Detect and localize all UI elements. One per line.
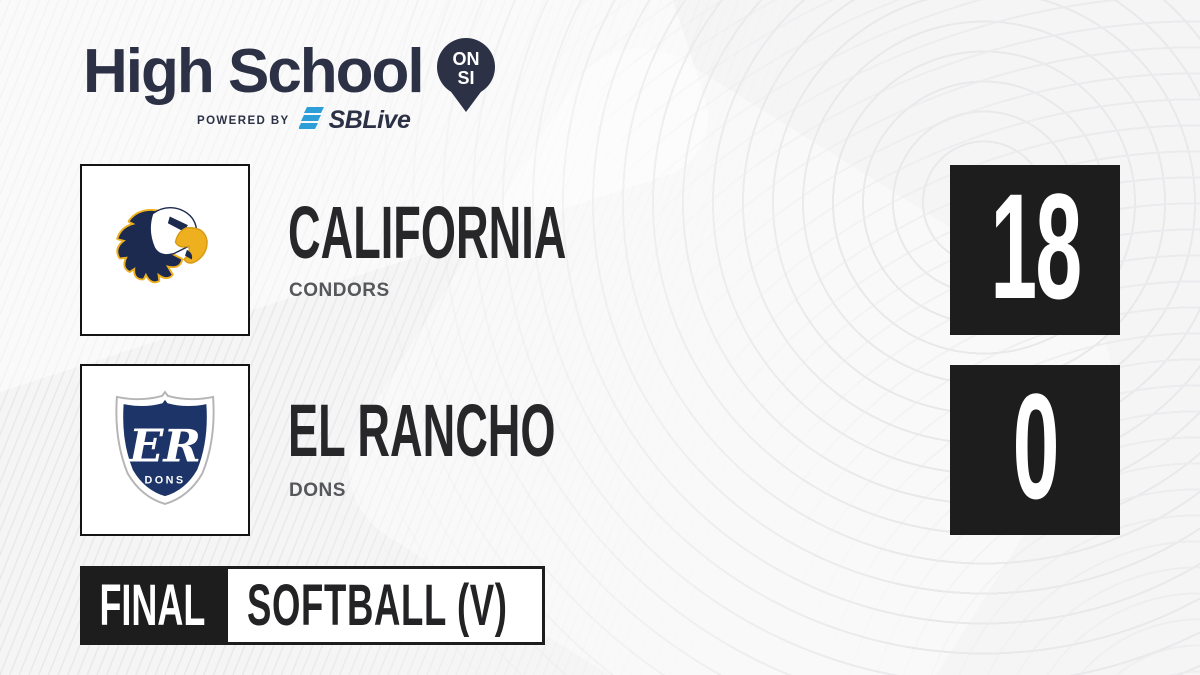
- status-box: FINAL: [80, 566, 225, 645]
- sblive-logo: SBLive: [297, 106, 411, 135]
- status-label: FINAL: [99, 572, 206, 638]
- team-logo-box: ER DONS: [80, 364, 250, 536]
- sblive-s-icon: [297, 106, 325, 135]
- team-name: EL RANCHO: [288, 389, 556, 472]
- score-value: 0: [1012, 362, 1059, 530]
- team-logo-box: [80, 164, 250, 336]
- event-box: SOFTBALL (V): [225, 566, 545, 645]
- score-box: 18: [950, 165, 1120, 335]
- team-mascot: CONDORS: [289, 280, 390, 301]
- shield-label: DONS: [144, 474, 185, 486]
- event-label: SOFTBALL (V): [247, 572, 508, 638]
- el-rancho-dons-logo: ER DONS: [111, 389, 219, 512]
- pin-on-label: ON: [452, 49, 479, 69]
- sblive-wordmark: SBLive: [328, 106, 411, 134]
- footer-bar: FINAL SOFTBALL (V): [80, 566, 545, 645]
- powered-by-row: POWERED BY SBLive: [197, 106, 411, 135]
- onsi-pin-icon: ON SI: [436, 38, 496, 119]
- california-condors-logo: [103, 200, 227, 301]
- team-name: CALIFORNIA: [288, 191, 567, 274]
- score-box: 0: [950, 365, 1120, 535]
- pin-si-label: SI: [457, 68, 474, 88]
- brand-title: High School: [83, 37, 425, 106]
- shield-monogram: ER: [127, 419, 201, 472]
- team-mascot: DONS: [289, 480, 346, 501]
- brand-logo: High School ON SI: [83, 37, 496, 119]
- score-value: 18: [989, 162, 1082, 330]
- powered-by-label: POWERED BY: [197, 114, 290, 127]
